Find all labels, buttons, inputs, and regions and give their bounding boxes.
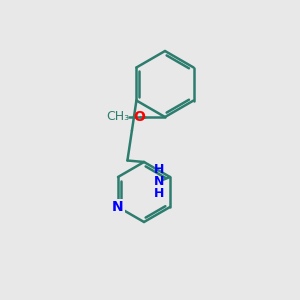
Text: N: N	[112, 200, 124, 214]
Text: H
N
H: H N H	[154, 163, 165, 200]
Text: O: O	[134, 110, 146, 124]
Text: CH₃: CH₃	[106, 110, 130, 124]
